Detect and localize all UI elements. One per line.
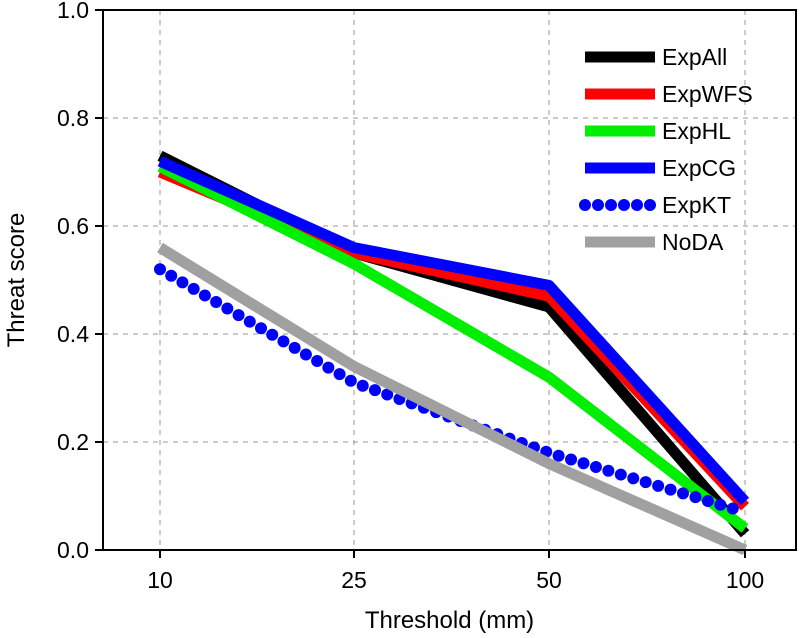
series-line-exphl <box>157 161 749 533</box>
y-tick-label: 0.8 <box>57 105 89 131</box>
legend-label-exphl: ExpHL <box>662 118 731 144</box>
axis-ticks: 0.0 0.2 0.4 0.6 0.8 1.0 10 25 50 100 <box>57 0 764 593</box>
x-tick-label: 50 <box>536 567 562 593</box>
x-tick-label: 25 <box>341 567 367 593</box>
series-lines <box>154 150 751 556</box>
legend-label-expcg: ExpCG <box>662 155 736 181</box>
series-line-expcg <box>157 156 750 506</box>
legend-label-expall: ExpAll <box>662 44 727 70</box>
y-tick-label: 0.0 <box>57 537 89 563</box>
y-axis-title: Threat score <box>3 213 30 348</box>
legend-label-expwfs: ExpWFS <box>662 81 753 107</box>
x-axis-title: Threshold (mm) <box>365 607 534 634</box>
y-tick-label: 0.6 <box>57 213 89 239</box>
legend-label-noda: NoDA <box>662 229 724 255</box>
y-tick-label: 1.0 <box>57 0 89 23</box>
legend-label-expkt: ExpKT <box>662 192 731 218</box>
y-tick-label: 0.2 <box>57 429 89 455</box>
y-tick-label: 0.4 <box>57 321 89 347</box>
series-line-noda <box>157 242 748 556</box>
legend: ExpAll ExpWFS ExpHL ExpCG ExpKT NoDA <box>579 44 753 255</box>
x-tick-label: 10 <box>147 567 173 593</box>
plot-frame <box>102 9 797 551</box>
x-tick-label: 100 <box>726 567 764 593</box>
